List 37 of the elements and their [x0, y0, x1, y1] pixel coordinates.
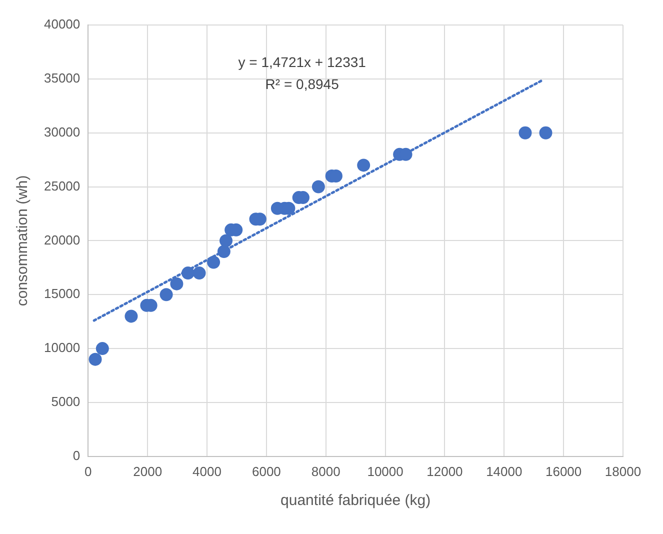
- point: [220, 234, 233, 248]
- x-tick-label: 0: [84, 464, 92, 479]
- x-tick-label: 2000: [133, 464, 162, 479]
- y-tick-label: 30000: [44, 124, 80, 140]
- y-tick-label: 25000: [44, 178, 80, 194]
- point: [539, 126, 552, 140]
- y-tick-label: 35000: [44, 70, 80, 86]
- x-tick-label: 14000: [486, 464, 522, 479]
- annotation: y = 1,4721x + 12331: [238, 54, 366, 70]
- point: [312, 180, 325, 194]
- point: [518, 126, 532, 140]
- y-tick-label: 0: [72, 448, 80, 463]
- x-axis-title: quantité fabriquée (kg): [280, 492, 431, 510]
- y-tick-label: 20000: [44, 232, 80, 248]
- y-tick-label: 15000: [44, 286, 80, 302]
- x-tick-label: 6000: [252, 464, 281, 479]
- point: [192, 266, 206, 280]
- point: [170, 277, 184, 290]
- y-axis-title: consommation (wh): [14, 175, 32, 306]
- x-tick-label: 16000: [545, 464, 582, 479]
- point: [96, 342, 109, 356]
- annotation: R² = 0,8945: [265, 76, 340, 92]
- point: [160, 288, 173, 302]
- point: [207, 256, 220, 269]
- point: [181, 266, 194, 280]
- x-tick-label: 4000: [192, 464, 222, 479]
- point: [357, 158, 370, 172]
- point: [124, 310, 138, 323]
- x-tick-label: 18000: [604, 464, 642, 479]
- point: [217, 244, 230, 258]
- x-tick-label: 10000: [367, 464, 404, 479]
- y-tick-label: 40000: [44, 16, 80, 32]
- y-tick-label: 5000: [51, 394, 80, 410]
- x-tick-label: 8000: [311, 464, 340, 479]
- point: [88, 352, 102, 366]
- x-tick-label: 12000: [426, 464, 463, 479]
- y-tick-label: 10000: [44, 340, 80, 356]
